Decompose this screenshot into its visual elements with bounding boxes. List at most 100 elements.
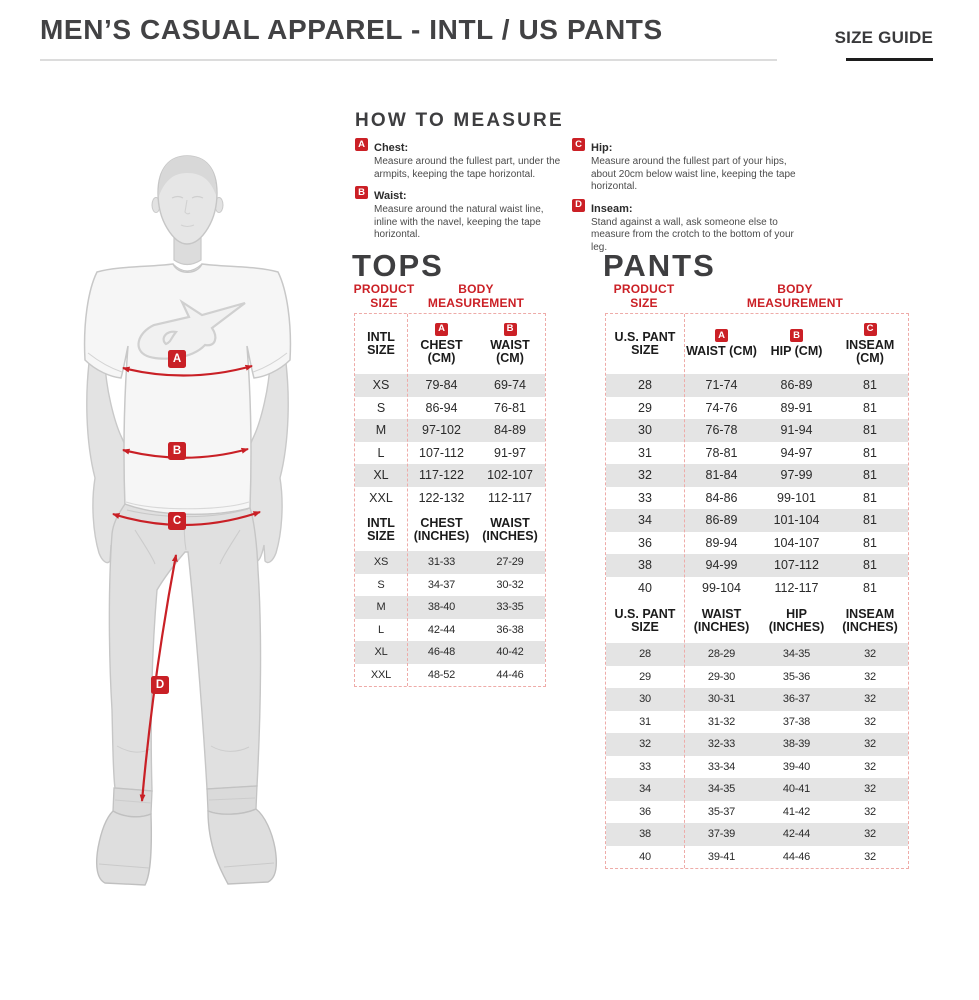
marker-c-badge: C xyxy=(863,322,877,336)
figure-marker-c: C xyxy=(168,512,186,530)
waist-cell: 91-97 xyxy=(494,445,526,460)
tops-inches-rows: XS 31-33 27-29 S 34-37 30-32 M 38-40 33-… xyxy=(355,551,545,686)
waist-cell: 28-29 xyxy=(707,648,736,661)
hip-cell: 104-107 xyxy=(773,535,820,550)
chest-cell: 122-132 xyxy=(418,490,465,505)
size-cell: 32 xyxy=(639,738,651,751)
table-row: XS 31-33 27-29 xyxy=(355,551,545,574)
size-column-header: U.S. PANT SIZE xyxy=(614,329,676,357)
waist-cell: 29-30 xyxy=(707,670,736,683)
waist-cell: 31-32 xyxy=(707,715,736,728)
table-row: 34 34-35 40-41 32 xyxy=(606,778,908,801)
table-row: 30 76-78 91-94 81 xyxy=(606,419,908,442)
table-row: 38 94-99 107-112 81 xyxy=(606,554,908,577)
inseam-cm-header: INSEAM (CM) xyxy=(845,337,895,365)
size-cell: XXL xyxy=(369,490,393,505)
size-cell: 28 xyxy=(639,648,651,661)
size-cell: 28 xyxy=(638,378,652,393)
table-row: S 86-94 76-81 xyxy=(355,397,545,420)
measure-column-right: C Hip: Measure around the fullest part o… xyxy=(572,138,804,259)
pants-product-size-label: PRODUCT SIZE xyxy=(613,282,675,310)
inseam-cell: 32 xyxy=(864,715,876,728)
inseam-cell: 32 xyxy=(864,850,876,863)
table-row: 32 32-33 38-39 32 xyxy=(606,733,908,756)
size-cell: M xyxy=(376,601,386,614)
marker-c-badge: C xyxy=(572,138,585,151)
size-cell: XL xyxy=(373,468,389,483)
size-cell: S xyxy=(376,400,386,415)
inseam-cell: 32 xyxy=(864,648,876,661)
pants-body-measurement-label: BODY MEASUREMENT xyxy=(746,282,844,310)
measurement-figure: A B C D xyxy=(55,148,305,888)
waist-cell: 44-46 xyxy=(496,668,524,681)
tops-cm-rows: XS 79-84 69-74 S 86-94 76-81 M 97-102 84… xyxy=(355,374,545,509)
waist-cell: 30-32 xyxy=(496,578,524,591)
tops-inches-header: INTL SIZE CHEST (INCHES) WAIST (INCHES) xyxy=(355,509,545,551)
tops-product-size-label: PRODUCT SIZE xyxy=(353,282,415,310)
waist-cell: 112-117 xyxy=(487,490,533,505)
measure-name: Chest: xyxy=(374,142,409,154)
chest-arrow xyxy=(122,364,253,377)
pants-inches-rows: 28 28-29 34-35 32 29 29-30 35-36 32 30 3… xyxy=(606,643,908,868)
inseam-cell: 81 xyxy=(863,400,877,415)
inseam-cell: 32 xyxy=(864,760,876,773)
hip-cell: 40-41 xyxy=(782,783,811,796)
chest-cell: 79-84 xyxy=(425,378,458,393)
hip-inches-header: HIP (INCHES) xyxy=(768,606,825,634)
inseam-cell: 32 xyxy=(864,805,876,818)
waist-cell: 69-74 xyxy=(494,378,526,393)
chest-cell: 97-102 xyxy=(422,423,461,438)
waist-cell: 89-94 xyxy=(705,535,738,550)
pants-size-table: U.S. PANT SIZE A WAIST (CM) B HIP (CM) C… xyxy=(605,313,909,869)
head xyxy=(151,155,224,266)
table-row: XL 117-122 102-107 xyxy=(355,464,545,487)
pants-cm-header: U.S. PANT SIZE A WAIST (CM) B HIP (CM) C… xyxy=(606,314,908,374)
table-row: 28 71-74 86-89 81 xyxy=(606,374,908,397)
measure-description: Stand against a wall, ask someone else t… xyxy=(591,216,794,253)
chest-cell: 107-112 xyxy=(419,445,464,460)
inseam-inches-header: INSEAM (INCHES) xyxy=(842,606,898,634)
size-cell: 30 xyxy=(638,423,652,438)
figure-marker-d: D xyxy=(151,676,169,694)
waist-inches-header: WAIST (INCHES) xyxy=(693,606,750,634)
size-cell: 36 xyxy=(638,535,652,550)
waist-cell: 81-84 xyxy=(705,468,738,483)
size-guide-underline xyxy=(846,58,933,61)
size-cell: 34 xyxy=(638,513,652,528)
hip-cell: 42-44 xyxy=(782,828,811,841)
size-cell: 29 xyxy=(639,670,651,683)
waist-cell: 76-78 xyxy=(705,423,738,438)
table-row: 30 30-31 36-37 32 xyxy=(606,688,908,711)
waist-cell: 86-89 xyxy=(705,513,738,528)
table-row: 34 86-89 101-104 81 xyxy=(606,509,908,532)
size-cell: 38 xyxy=(638,558,652,573)
hip-cell: 94-97 xyxy=(780,445,813,460)
hip-cell: 36-37 xyxy=(782,693,811,706)
table-row: S 34-37 30-32 xyxy=(355,574,545,597)
table-row: 36 89-94 104-107 81 xyxy=(606,532,908,555)
waist-cell: 99-104 xyxy=(702,580,741,595)
size-guide-link[interactable]: SIZE GUIDE xyxy=(834,28,933,47)
chest-cell: 117-122 xyxy=(419,468,464,483)
measure-item-waist: B Waist: Measure around the natural wais… xyxy=(355,186,569,242)
marker-b-badge: B xyxy=(355,186,368,199)
chest-cell: 42-44 xyxy=(427,623,456,636)
table-row: 29 74-76 89-91 81 xyxy=(606,397,908,420)
size-cell: 31 xyxy=(638,445,652,460)
inseam-cell: 81 xyxy=(863,423,877,438)
tops-body-measurement-label: BODY MEASUREMENT xyxy=(427,282,525,310)
inseam-cell: 81 xyxy=(863,535,877,550)
table-row: 33 84-86 99-101 81 xyxy=(606,487,908,510)
size-cell: XS xyxy=(373,556,389,569)
measure-description: Measure around the natural waist line, i… xyxy=(374,204,544,240)
figure-marker-b: B xyxy=(168,442,186,460)
waist-cell: 34-35 xyxy=(707,783,736,796)
mannequin-illustration xyxy=(83,155,292,886)
size-column-header: INTL SIZE xyxy=(367,515,395,543)
hip-cell: 34-35 xyxy=(782,648,811,661)
hip-cell: 112-117 xyxy=(774,580,819,595)
inseam-cell: 81 xyxy=(863,580,877,595)
table-row: 38 37-39 42-44 32 xyxy=(606,823,908,846)
table-row: 36 35-37 41-42 32 xyxy=(606,801,908,824)
waist-cm-header: WAIST (CM) xyxy=(686,344,757,359)
